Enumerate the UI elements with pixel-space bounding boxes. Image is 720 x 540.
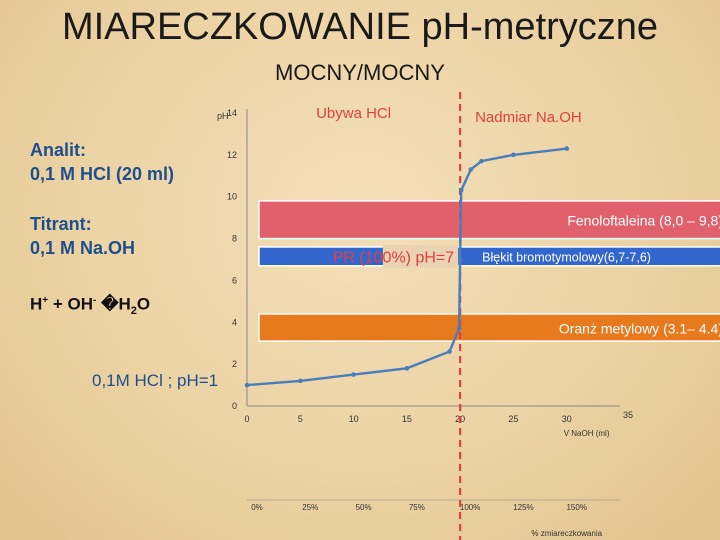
x-tick-label: 0: [244, 414, 249, 424]
annotation-start-ph: 0,1M HCl ; pH=1: [92, 371, 218, 390]
data-point: [244, 382, 250, 388]
titration-curve: [246, 147, 567, 387]
x-axis-label: V NaOH (ml): [564, 429, 610, 438]
y-tick-label: 10: [227, 192, 237, 202]
y-tick-label: 12: [227, 150, 237, 160]
reaction-sub: 2: [130, 305, 137, 318]
y-tick-label: 4: [232, 317, 237, 327]
x-tick-label: 15: [402, 414, 412, 424]
data-point: [479, 158, 484, 164]
y-tick-label: 6: [232, 275, 237, 285]
reaction-oh: + OH: [48, 294, 93, 314]
reaction-h: H: [30, 294, 43, 314]
reaction-plus-sup: +: [42, 295, 49, 306]
data-point: [468, 167, 474, 172]
annotation-decreasing-hcl: Ubywa HCl: [316, 105, 391, 122]
analyte-value: 0,1 M HCl (20 ml): [30, 164, 175, 184]
percent-tick-label: 150%: [566, 503, 586, 512]
data-point: [564, 146, 570, 151]
indicator-label-bromothymol: Błękit bromotymolowy(6,7-7,6): [482, 250, 651, 264]
data-point: [447, 349, 452, 354]
y-axis-label: pH: [217, 111, 229, 121]
indicator-band-bromothymol: [258, 246, 720, 267]
reaction-o: O: [136, 294, 151, 314]
equivalence-label: PR (100%) pH=7: [333, 249, 454, 266]
y-tick-label: 8: [232, 234, 237, 244]
data-point: [457, 257, 463, 262]
titrant-value: 0,1 M Na.OH: [30, 238, 136, 258]
page-title: MIARECZKOWANIE pH-metryczne: [61, 6, 659, 48]
indicator-label-phenolphthalein: Fenoloftaleina (8,0 – 9,8): [567, 213, 720, 229]
percent-axis-label: % zmiareczkowania: [531, 529, 602, 538]
x-tick-label: 25: [508, 414, 518, 424]
data-point: [297, 378, 303, 384]
data-point: [404, 366, 410, 371]
data-point: [351, 372, 356, 377]
reaction-equation: H+ + OH- �H2O: [30, 289, 150, 323]
y-tick-label: 2: [232, 359, 237, 369]
x-tick-label: 10: [349, 414, 359, 424]
titrant-label: Titrant:: [30, 214, 92, 234]
y-tick-label: 0: [232, 401, 237, 411]
data-point: [511, 152, 516, 158]
percent-tick-label: 100%: [460, 503, 480, 512]
reaction-minus-sup: -: [93, 295, 97, 306]
y-tick-label: 14: [227, 108, 237, 118]
indicator-band-methyl-orange: [258, 313, 720, 342]
analyte-label: Analit:: [30, 140, 86, 160]
x-tick-label: 5: [298, 414, 303, 424]
equivalence-label-bg: [382, 244, 459, 268]
percent-tick-label: 50%: [356, 503, 372, 512]
percent-tick-label: 25%: [302, 503, 318, 512]
indicator-label-methyl-orange: Oranż metylowy (3.1– 4.4): [559, 321, 720, 337]
percent-tick-label: 125%: [513, 503, 533, 512]
percent-tick-label: 0%: [251, 503, 263, 512]
annotation-excess-naoh: Nadmiar Na.OH: [475, 109, 582, 126]
percent-tick-label: 75%: [409, 503, 425, 512]
page-subtitle: MOCNY/MOCNY: [275, 60, 445, 85]
indicator-band-phenolphthalein: [258, 200, 720, 240]
data-point: [458, 188, 464, 193]
analyte-info: Analit: 0,1 M HCl (20 ml): [30, 138, 174, 186]
x-tick-label: 30: [562, 414, 572, 424]
titrant-info: Titrant: 0,1 M Na.OH: [30, 212, 135, 260]
x-tick-label: 35: [623, 410, 633, 420]
reaction-arrow: �H: [96, 294, 131, 314]
data-point: [456, 326, 462, 331]
